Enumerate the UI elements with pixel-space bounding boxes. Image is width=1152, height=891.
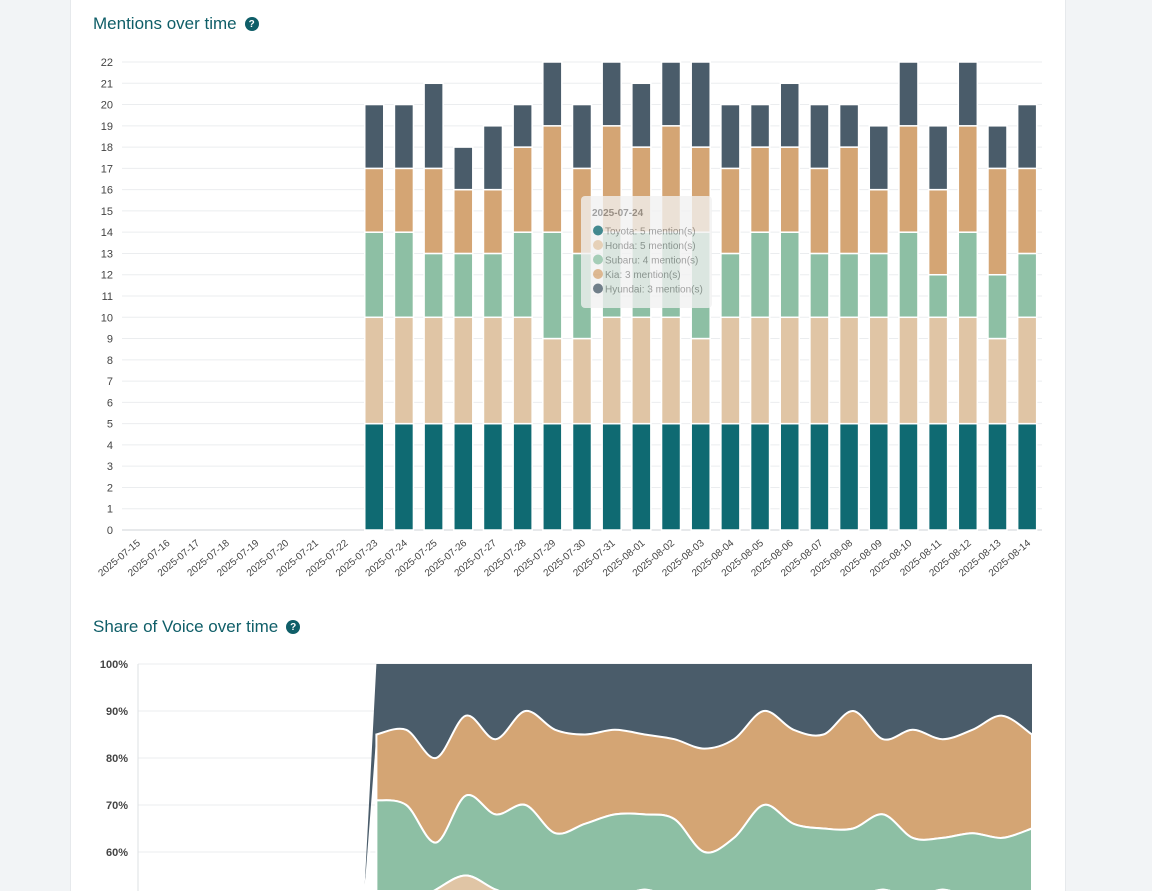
bar-segment-hyundai[interactable] [720, 103, 741, 170]
bar-segment-hyundai[interactable] [482, 125, 504, 191]
y-tick-label: 16 [101, 185, 113, 197]
sov-section-header: Share of Voice over time ? [93, 617, 301, 637]
area-hyundai[interactable] [364, 664, 1032, 891]
tooltip-swatch [593, 283, 603, 294]
y-tick-label: 1 [107, 504, 113, 516]
y-tick-label: 8 [107, 355, 113, 367]
y-tick-label: 2 [107, 482, 113, 494]
y-tick-label: 18 [101, 142, 113, 154]
y-tick-label: 70% [106, 800, 128, 812]
bar-segment-hyundai[interactable] [393, 103, 415, 170]
area-subaru[interactable] [375, 794, 1033, 891]
bar-segment-hyundai[interactable] [690, 61, 711, 148]
tooltip-line: Hyundai: 3 mention(s) [605, 285, 703, 296]
y-tick-label: 15 [101, 206, 113, 218]
y-tick-label: 12 [101, 270, 113, 282]
y-tick-label: 100% [100, 659, 128, 671]
y-tick-label: 3 [107, 461, 113, 473]
tooltip-line: Subaru: 4 mention(s) [605, 256, 698, 267]
mentions-bar-chart: 0123456789101112131415161718192021222025… [97, 57, 1042, 579]
y-tick-label: 19 [101, 121, 113, 133]
tooltip-swatch [593, 254, 603, 265]
bar-segment-hyundai[interactable] [660, 61, 682, 127]
area-honda[interactable] [361, 874, 1033, 891]
bar-segment-hyundai[interactable] [987, 125, 1008, 170]
bar-segment-hyundai[interactable] [453, 146, 474, 191]
mentions-title: Mentions over time [93, 14, 237, 33]
bar-segment-hyundai[interactable] [601, 61, 622, 127]
bar-segment-hyundai[interactable] [423, 82, 444, 170]
y-tick-label: 20 [101, 100, 113, 112]
bar-segment-hyundai[interactable] [1016, 103, 1038, 170]
y-tick-label: 13 [101, 248, 113, 260]
bar-segment-hyundai[interactable] [631, 82, 652, 148]
bar-segment-hyundai[interactable] [364, 103, 385, 170]
tooltip-swatch [593, 225, 603, 236]
tooltip-line: Honda: 5 mention(s) [605, 241, 696, 252]
bar-segment-hyundai[interactable] [957, 61, 979, 127]
tooltip-swatch [593, 269, 603, 279]
tooltip-background [581, 196, 712, 308]
bar-segment-hyundai[interactable] [809, 103, 830, 170]
bar-segment-hyundai[interactable] [542, 61, 563, 127]
y-tick-label: 0 [107, 525, 113, 537]
bar-segment-hyundai[interactable] [749, 103, 771, 148]
bar-segment-hyundai[interactable] [779, 82, 800, 148]
bar-segment-hyundai[interactable] [898, 61, 919, 127]
y-tick-label: 21 [101, 78, 113, 90]
y-tick-label: 6 [107, 397, 113, 409]
area-edge [363, 800, 378, 891]
y-tick-label: 9 [107, 334, 113, 346]
sov-title: Share of Voice over time [93, 617, 279, 636]
bar-segment-hyundai[interactable] [927, 125, 949, 191]
tooltip-line: Toyota: 5 mention(s) [605, 227, 696, 238]
y-tick-label: 4 [107, 440, 113, 452]
tooltip-line: Kia: 3 mention(s) [605, 270, 681, 281]
mentions-section-header: Mentions over time ? [93, 14, 259, 34]
y-tick-label: 10 [101, 312, 113, 324]
y-tick-label: 90% [106, 706, 128, 718]
bar-segment-hyundai[interactable] [512, 103, 533, 148]
bar-segment-hyundai[interactable] [868, 125, 890, 191]
y-tick-label: 14 [101, 227, 113, 239]
y-tick-label: 80% [106, 753, 128, 765]
sov-help-icon[interactable]: ? [286, 620, 301, 634]
y-tick-label: 22 [101, 57, 113, 69]
y-tick-label: 17 [101, 163, 113, 175]
y-tick-label: 11 [102, 291, 113, 303]
bar-segment-hyundai[interactable] [838, 103, 860, 148]
tooltip-date: 2025-07-24 [592, 208, 644, 219]
mentions-help-icon[interactable]: ? [244, 17, 259, 31]
y-tick-label: 7 [107, 376, 113, 388]
bar-segment-hyundai[interactable] [571, 103, 593, 170]
y-tick-label: 60% [106, 847, 128, 859]
y-tick-label: 5 [107, 419, 113, 431]
chart-tooltip: 2025-07-24 Toyota: 5 mention(s) Honda: 5 m… [581, 196, 712, 308]
tooltip-swatch [593, 240, 603, 250]
